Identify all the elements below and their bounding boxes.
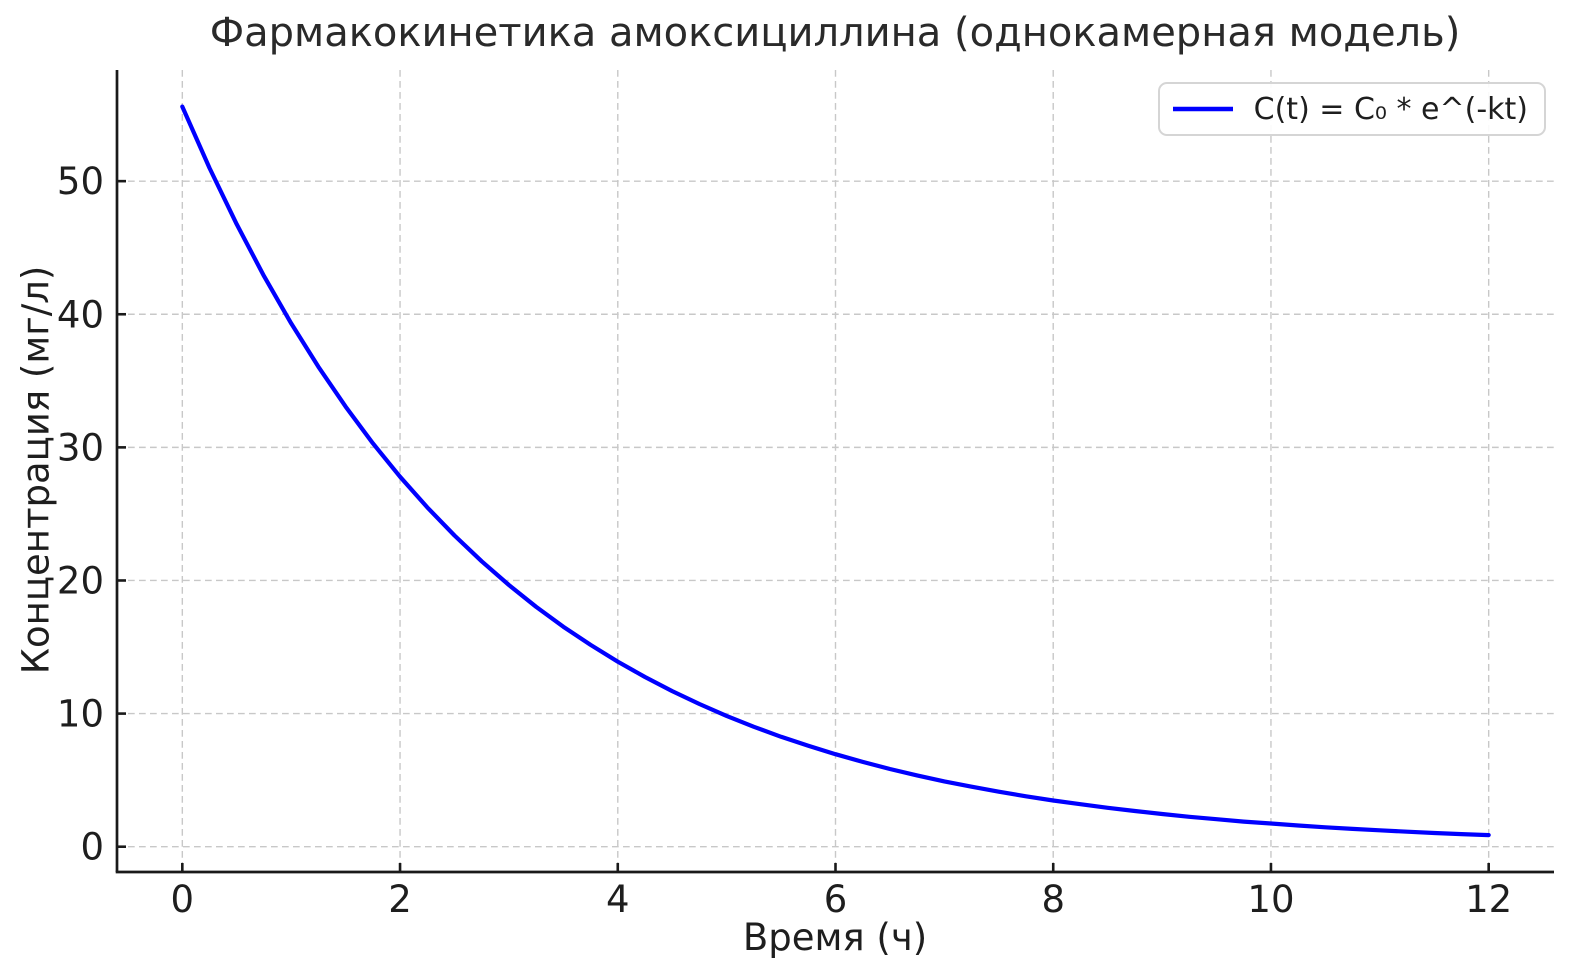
x-tick-label: 8 xyxy=(1041,878,1065,921)
chart-title: Фармакокинетика амоксициллина (однокамер… xyxy=(209,10,1461,56)
concentration-curve xyxy=(180,104,1491,838)
y-tick-label: 0 xyxy=(80,826,104,869)
legend-line-sample-icon xyxy=(1172,106,1233,112)
y-tick-label: 20 xyxy=(57,559,104,602)
x-tick-label: 10 xyxy=(1247,878,1294,921)
x-tick-label: 4 xyxy=(606,878,630,921)
y-tick-label: 30 xyxy=(57,426,104,469)
y-tick-label: 40 xyxy=(57,293,104,336)
x-axis-label: Время (ч) xyxy=(742,916,928,959)
x-tick-label: 6 xyxy=(824,878,848,921)
y-axis-label: Концентрация (мг/л) xyxy=(14,265,58,675)
x-tick-label: 12 xyxy=(1465,878,1512,921)
y-tick-label: 10 xyxy=(57,693,104,736)
x-tick-label: 2 xyxy=(388,878,412,921)
x-tick-label: 0 xyxy=(171,878,195,921)
y-tick-label: 50 xyxy=(57,160,104,203)
legend-label: C(t) = C₀ * e^(-kt) xyxy=(1253,91,1528,127)
legend-box: C(t) = C₀ * e^(-kt) xyxy=(1157,82,1546,136)
